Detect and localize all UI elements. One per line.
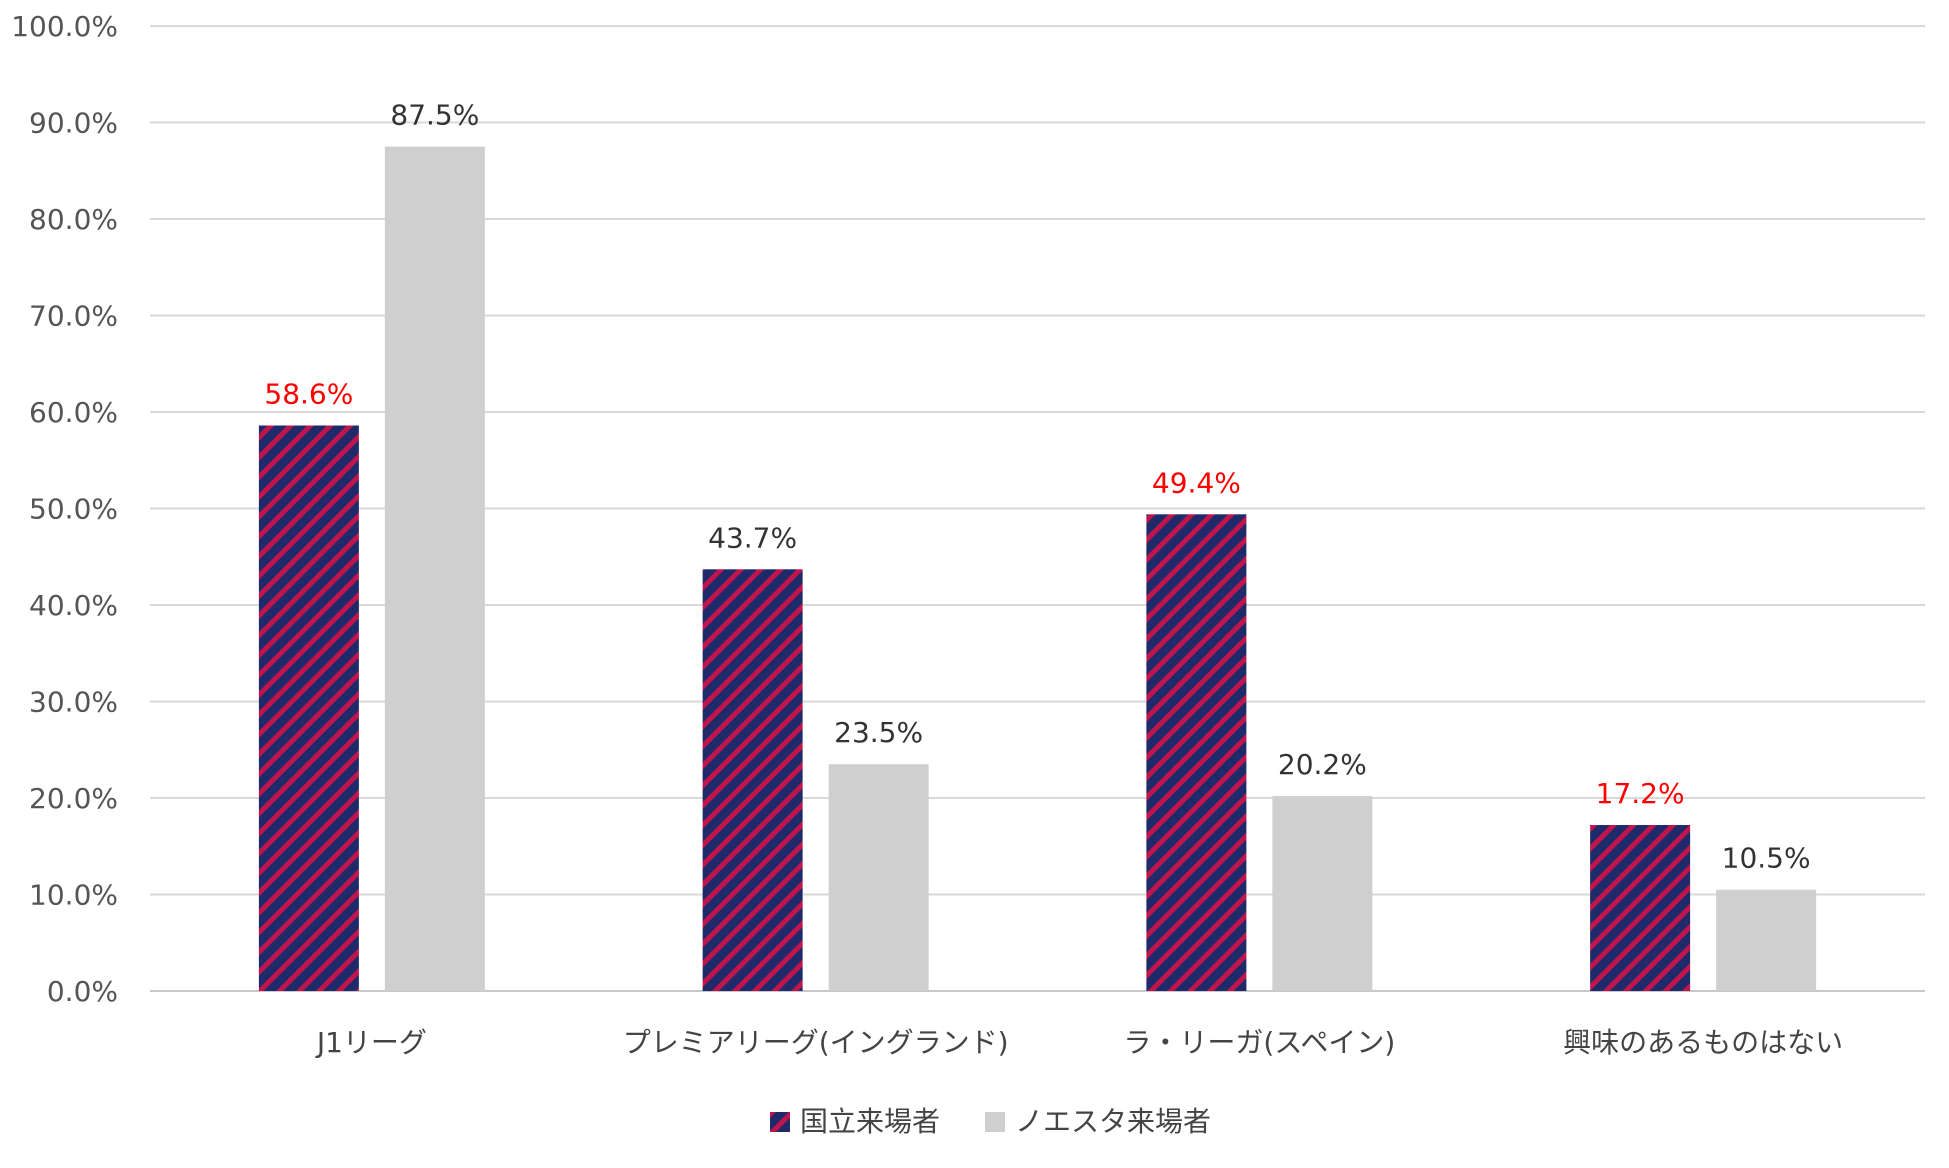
bar-noesta-2 <box>1272 796 1373 991</box>
legend-item-noesta: ノエスタ来場者 <box>985 1105 1211 1138</box>
legend-swatch <box>985 1112 1005 1132</box>
y-axis-tick-labels: 0.0% 10.0% 20.0% 30.0% 40.0% 50.0% 60.0% 70.0% 8… <box>11 10 118 1008</box>
data-label: 20.2% <box>1278 748 1367 781</box>
data-label: 87.5% <box>390 99 479 132</box>
legend-label: ノエスタ来場者 <box>1015 1105 1211 1138</box>
x-axis-category-labels: J1リーグ プレミアリーグ(イングランド) ラ・リーガ(スペイン) 興味のあるものはな… <box>315 1026 1843 1059</box>
y-tick-label: 90.0% <box>29 107 118 140</box>
legend: 国立来場者 ノエスタ来場者 <box>770 1105 1211 1138</box>
data-label: 43.7% <box>708 521 797 554</box>
category-label: 興味のあるものはない <box>1563 1026 1843 1059</box>
bars <box>258 146 1817 991</box>
y-tick-label: 10.0% <box>29 879 118 912</box>
y-tick-label: 80.0% <box>29 203 118 236</box>
y-tick-label: 0.0% <box>47 975 118 1008</box>
y-tick-label: 100.0% <box>11 10 118 43</box>
legend-item-kokuritsu: 国立来場者 <box>770 1105 940 1138</box>
data-label: 10.5% <box>1722 842 1811 875</box>
bar-kokuritsu-1 <box>702 569 803 991</box>
y-tick-label: 50.0% <box>29 493 118 526</box>
category-label: J1リーグ <box>315 1026 427 1059</box>
bar-noesta-1 <box>828 764 929 991</box>
bar-kokuritsu-3 <box>1590 825 1691 991</box>
data-labels: 58.6% 87.5% 43.7% 23.5% 49.4% 20.2% 17.2% 10.5% <box>264 99 1810 875</box>
category-label: プレミアリーグ(イングランド) <box>623 1026 1009 1059</box>
bar-noesta-0 <box>384 146 485 991</box>
bar-kokuritsu-2 <box>1146 514 1247 991</box>
y-tick-label: 30.0% <box>29 686 118 719</box>
bar-kokuritsu-0 <box>258 425 359 991</box>
y-tick-label: 60.0% <box>29 396 118 429</box>
y-tick-label: 20.0% <box>29 782 118 815</box>
legend-label: 国立来場者 <box>800 1105 940 1138</box>
legend-swatch <box>770 1112 790 1132</box>
data-label: 17.2% <box>1596 777 1685 810</box>
data-label: 23.5% <box>834 716 923 749</box>
bar-noesta-3 <box>1716 889 1817 991</box>
y-tick-label: 70.0% <box>29 300 118 333</box>
y-tick-label: 40.0% <box>29 589 118 622</box>
data-label: 49.4% <box>1152 466 1241 499</box>
category-label: ラ・リーガ(スペイン) <box>1123 1026 1395 1059</box>
data-label: 58.6% <box>264 378 353 411</box>
